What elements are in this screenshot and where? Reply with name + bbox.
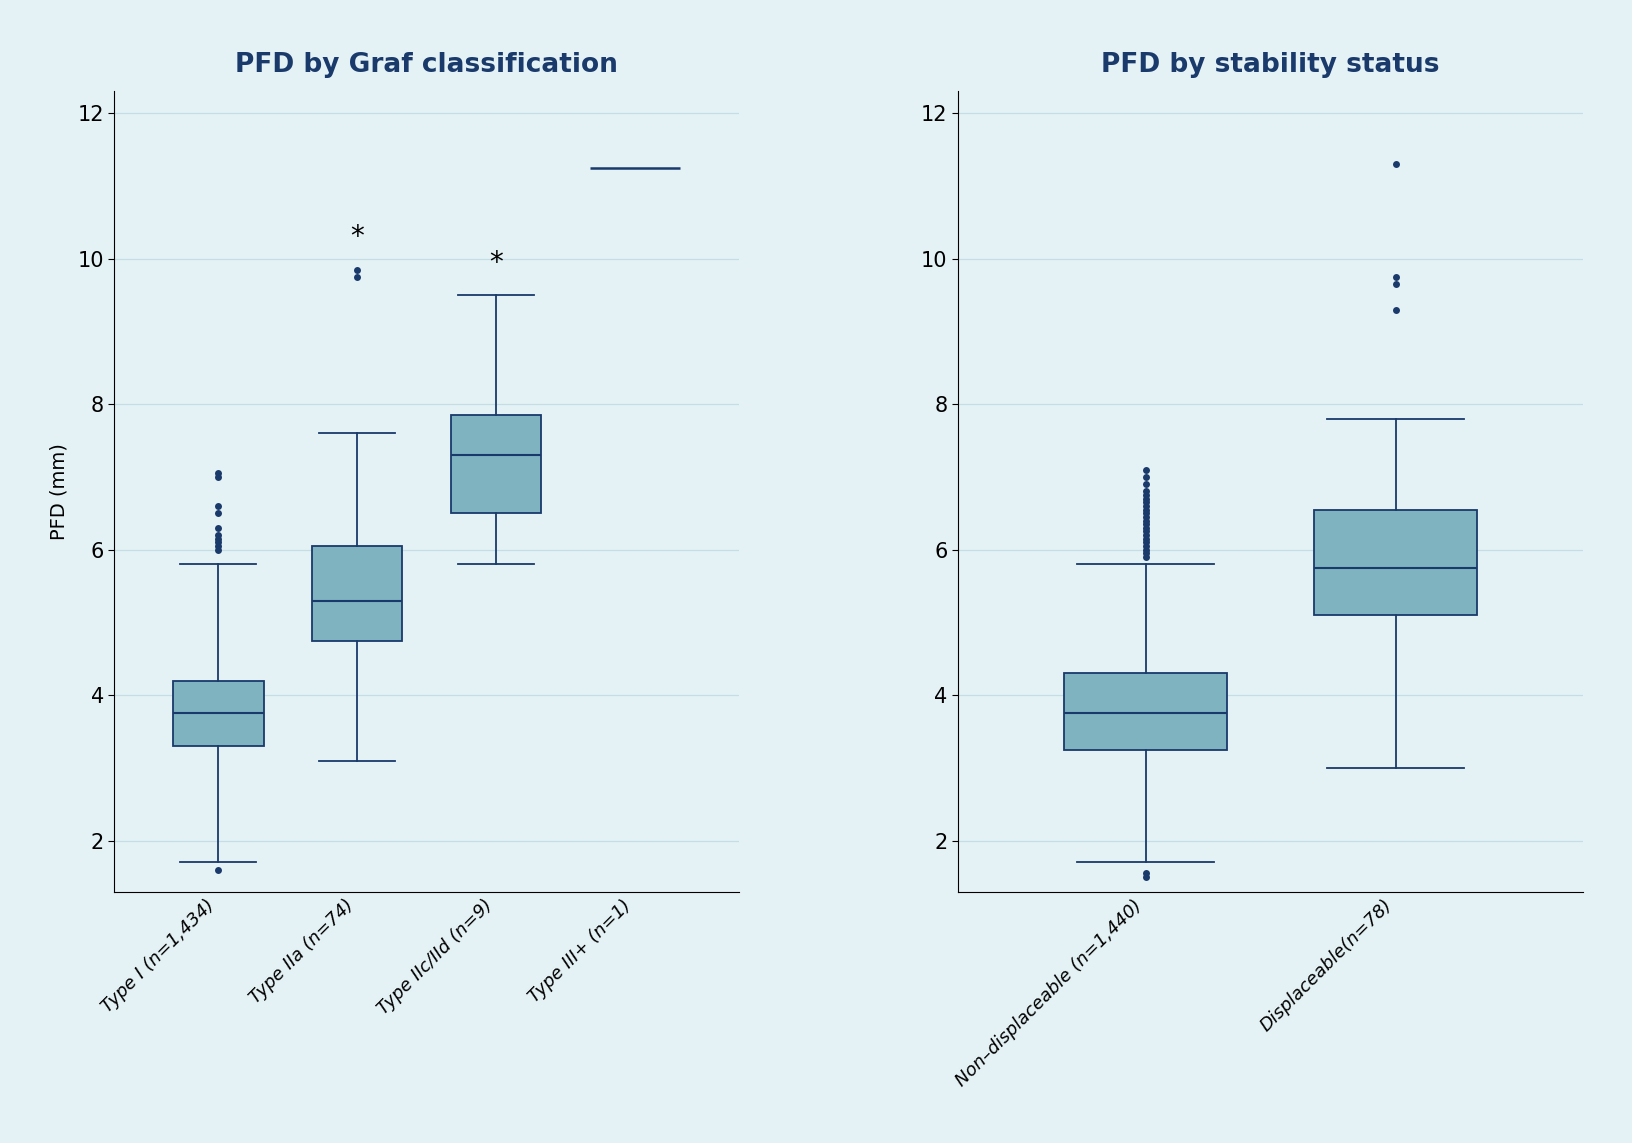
Bar xyxy=(1064,673,1227,750)
Title: PFD by stability status: PFD by stability status xyxy=(1102,51,1439,78)
Bar xyxy=(450,415,542,513)
Text: *: * xyxy=(490,249,503,277)
Bar xyxy=(173,680,263,746)
Y-axis label: PFD (mm): PFD (mm) xyxy=(51,443,69,539)
Bar xyxy=(1314,510,1477,615)
Title: PFD by Graf classification: PFD by Graf classification xyxy=(235,51,619,78)
Text: *: * xyxy=(351,224,364,251)
Bar xyxy=(312,546,403,640)
